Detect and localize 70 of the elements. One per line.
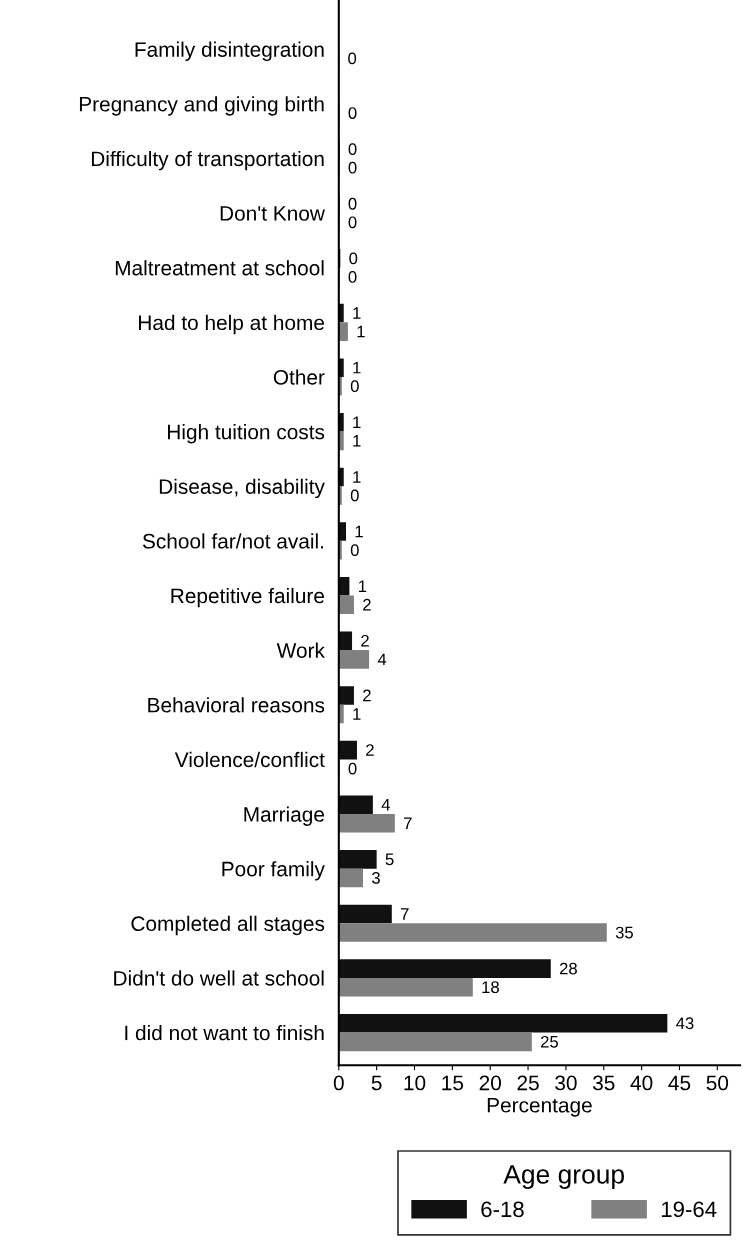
data-label: 0 xyxy=(350,544,359,557)
data-label: 1 xyxy=(353,708,361,720)
y-tick-label: Repetitive failure xyxy=(171,587,324,608)
data-label: 1 xyxy=(353,307,361,319)
y-tick-label: Didn't do well at school xyxy=(114,970,324,986)
x-tick-label: 30 xyxy=(555,1075,577,1091)
y-tick-label: Disease, disability xyxy=(159,478,325,499)
data-label: 4 xyxy=(377,653,387,666)
data-label: 1 xyxy=(355,525,363,538)
legend-label: 19-64 xyxy=(661,1201,717,1218)
y-tick-label: Behavioral reasons xyxy=(148,697,325,713)
data-label: 1 xyxy=(359,580,367,592)
y-tick-label: Poor family xyxy=(222,861,325,881)
y-tick-label: Pregnancy and giving birth xyxy=(79,96,324,116)
data-label: 25 xyxy=(541,1035,559,1048)
data-label: 0 xyxy=(348,762,357,775)
y-tick-label: Maltreatment at school xyxy=(115,260,324,276)
data-label: 0 xyxy=(349,252,358,265)
data-label: 2 xyxy=(366,744,374,756)
data-label: 0 xyxy=(348,143,357,156)
data-label: 0 xyxy=(348,216,357,229)
legend-title: Age group xyxy=(503,1165,624,1189)
data-label: 43 xyxy=(676,1017,694,1030)
data-label: 3 xyxy=(372,872,380,884)
data-label: 1 xyxy=(353,435,361,447)
x-tick-label: 40 xyxy=(630,1075,653,1091)
data-label: 0 xyxy=(350,380,359,393)
data-label: 2 xyxy=(363,689,371,702)
data-label: 1 xyxy=(357,325,365,338)
x-tick-label: 20 xyxy=(479,1075,501,1091)
x-tick-label: 10 xyxy=(404,1075,426,1091)
data-label: 7 xyxy=(404,817,412,830)
y-tick-label: Don't Know xyxy=(220,206,325,221)
data-label: 2 xyxy=(363,598,371,611)
data-label: 4 xyxy=(381,798,390,811)
y-tick-label: Family disintegration xyxy=(135,41,324,62)
legend-label: 6-18 xyxy=(481,1201,524,1218)
y-tick-label: School far/not avail. xyxy=(142,533,324,549)
x-tick-label: 50 xyxy=(706,1075,729,1091)
y-tick-label: Marriage xyxy=(244,806,324,826)
data-label: 0 xyxy=(350,489,359,502)
data-label: 5 xyxy=(385,853,394,866)
y-tick-label: I did not want to finish xyxy=(125,1025,324,1041)
data-label: 0 xyxy=(348,197,357,210)
data-label: 1 xyxy=(353,471,361,483)
data-label: 1 xyxy=(353,416,361,429)
data-label: 0 xyxy=(348,107,357,119)
y-tick-label: Completed all stages xyxy=(131,915,325,936)
x-tick-label: 35 xyxy=(592,1075,615,1091)
x-tick-label: 5 xyxy=(371,1075,382,1091)
y-tick-label: Other xyxy=(273,369,325,385)
data-label: 18 xyxy=(482,981,499,994)
data-label: 2 xyxy=(361,634,369,647)
data-label: 0 xyxy=(348,52,357,65)
x-tick-label: 15 xyxy=(442,1075,464,1091)
data-label: 0 xyxy=(348,271,357,283)
data-label: 1 xyxy=(353,361,361,374)
x-tick-label: 25 xyxy=(517,1075,539,1091)
x-tick-label: 0 xyxy=(333,1075,344,1091)
data-label: 0 xyxy=(348,161,357,174)
y-tick-label: Difficulty of transportation xyxy=(91,150,324,171)
y-tick-label: Violence/conflict xyxy=(174,751,325,768)
data-label: 28 xyxy=(559,962,577,975)
y-tick-label: High tuition costs xyxy=(168,424,325,444)
y-tick-label: Work xyxy=(276,642,325,658)
y-tick-label: Had to help at home xyxy=(139,314,325,335)
data-label: 35 xyxy=(615,926,633,939)
x-axis-title: Percentage xyxy=(487,1098,592,1117)
data-label: 7 xyxy=(400,908,409,920)
x-tick-label: 45 xyxy=(668,1075,691,1091)
